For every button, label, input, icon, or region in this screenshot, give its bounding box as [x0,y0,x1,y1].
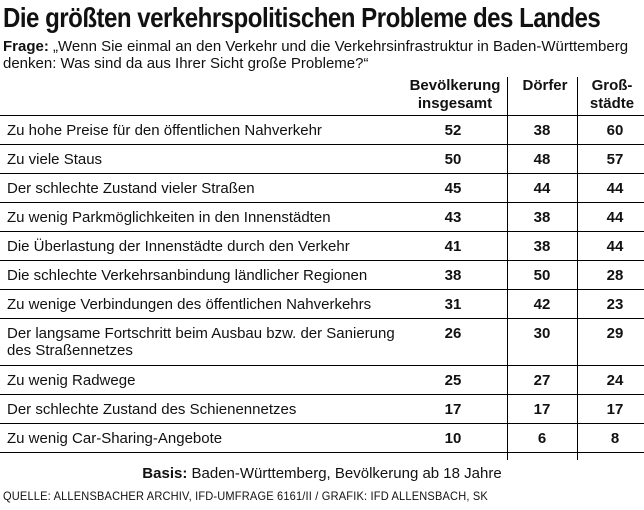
column-header-line2: städte [589,95,635,112]
row-value: 29 [606,325,624,342]
row-value: 38 [444,267,462,284]
column-header-doerfer: Dörfer [515,77,575,95]
data-table: Zu hohe Preise für den öffentlichen Nahv… [0,115,644,453]
row-value: 44 [533,180,551,197]
table-row: Der schlechte Zustand des Schienennetzes… [0,395,644,424]
basis-note: Basis: Baden-Württemberg, Bevölkerung ab… [0,465,644,482]
row-label: Zu hohe Preise für den öffentlichen Nahv… [7,122,322,139]
row-value: 31 [444,296,462,313]
column-divider [507,77,508,460]
column-header-grossstaedte: Groß- städte [582,77,642,113]
row-value: 52 [444,122,462,139]
row-value: 48 [533,151,551,168]
column-header-line1: Bevölkerung [409,77,501,94]
row-value: 44 [606,209,624,226]
table-row: Die Überlastung der Innenstädte durch de… [0,232,644,261]
row-value: 41 [444,238,462,255]
question-text: „Wenn Sie einmal an den Verkehr und die … [3,38,629,72]
row-label: Der schlechte Zustand vieler Straßen [7,180,255,197]
row-label: Der schlechte Zustand des Schienennetzes [7,401,297,418]
column-header-line1: Groß- [591,77,633,94]
row-value: 44 [606,180,624,197]
row-value: 60 [606,122,624,139]
row-label: Zu wenig Car-Sharing-Angebote [7,430,223,447]
source-note: QUELLE: ALLENSBACHER ARCHIV, IFD-UMFRAGE… [3,489,488,503]
column-header-line2: insgesamt [417,95,493,112]
row-value: 28 [606,267,624,284]
row-value: 27 [533,372,551,389]
row-value: 23 [606,296,624,313]
column-header-line1: Dörfer [522,77,568,94]
row-label: Die schlechte Verkehrsanbindung ländlich… [7,267,368,284]
table-row: Zu hohe Preise für den öffentlichen Nahv… [0,116,644,145]
row-value: 43 [444,209,462,226]
row-value: 38 [533,238,551,255]
row-value: 44 [606,238,624,255]
table-row: Der langsame Fortschritt beim Ausbau bzw… [0,319,644,366]
row-value: 6 [537,430,547,447]
row-value: 17 [533,401,551,418]
basis-text: Baden-Württemberg, Bevölkerung ab 18 Jah… [191,465,502,482]
row-label: Die Überlastung der Innenstädte durch de… [7,238,350,255]
table-row: Zu wenig Radwege 25 27 24 [0,366,644,395]
basis-label: Basis: [142,465,188,482]
question-label: Frage: [3,38,49,55]
row-value: 30 [533,325,551,342]
row-label: Zu wenig Parkmöglichkeiten in den Innens… [7,209,331,226]
row-value: 26 [444,325,462,342]
table-row: Der schlechte Zustand vieler Straßen 45 44… [0,174,644,203]
row-value: 24 [606,372,624,389]
row-value: 17 [606,401,624,418]
row-value: 45 [444,180,462,197]
row-value: 50 [533,267,551,284]
row-label: Zu viele Staus [7,151,103,168]
row-value: 42 [533,296,551,313]
column-header-bevoelkerung: Bevölkerung insgesamt [395,77,515,113]
table-row: Zu wenig Parkmöglichkeiten in den Innens… [0,203,644,232]
table-row: Zu wenige Verbindungen des öffentlichen … [0,290,644,319]
column-divider [577,77,578,460]
row-value: 57 [606,151,624,168]
question: Frage: „Wenn Sie einmal an den Verkehr u… [3,38,633,72]
row-value: 38 [533,209,551,226]
row-label: Zu wenige Verbindungen des öffentlichen … [7,296,372,313]
row-value: 17 [444,401,462,418]
row-value: 50 [444,151,462,168]
table-row: Die schlechte Verkehrsanbindung ländlich… [0,261,644,290]
row-value: 10 [444,430,462,447]
row-value: 25 [444,372,462,389]
table-row: Zu wenig Car-Sharing-Angebote 10 6 8 [0,424,644,453]
row-value: 38 [533,122,551,139]
chart-title: Die größten verkehrspolitischen Probleme… [3,2,601,33]
row-label: Der langsame Fortschritt beim Ausbau bzw… [7,325,395,359]
row-label: Zu wenig Radwege [7,372,136,389]
row-value: 8 [610,430,620,447]
table-row: Zu viele Staus 50 48 57 [0,145,644,174]
